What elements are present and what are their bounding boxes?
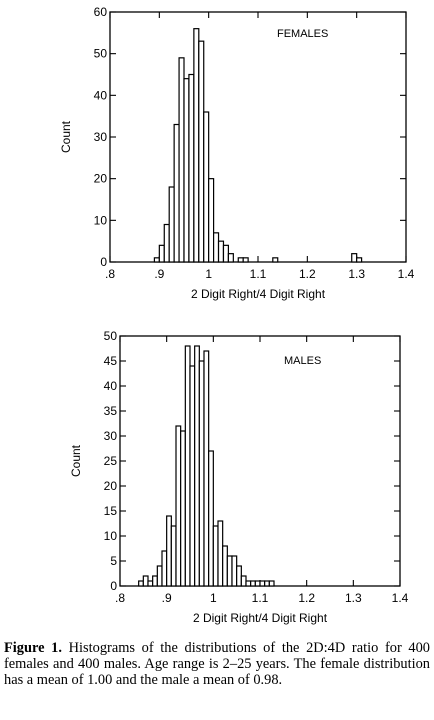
- chart-1-bar: [264, 580, 270, 587]
- chart-1-bar: [184, 345, 191, 587]
- chart-1-bar: [147, 580, 154, 587]
- chart-0-bar: [217, 240, 225, 263]
- chart-1-bar: [142, 575, 149, 587]
- caption-label: Figure 1.: [4, 640, 62, 656]
- chart-0-ytick-label: 10: [94, 213, 108, 227]
- chart-1-ytick-label: 25: [104, 454, 118, 468]
- chart-1-xtick-label: .8: [115, 591, 125, 605]
- chart-1-ytick-label: 45: [104, 354, 118, 368]
- chart-0-xtick-label: 1.1: [250, 267, 267, 281]
- chart-1-bar: [254, 580, 261, 587]
- figure-caption: Figure 1. Histograms of the distribution…: [4, 640, 430, 688]
- chart-0-xtick-label: 1.2: [299, 267, 316, 281]
- chart-1-bar: [166, 515, 172, 587]
- chart-0-bar: [272, 257, 279, 263]
- chart-0-bar: [208, 178, 215, 263]
- chart-1-bar: [268, 580, 275, 587]
- chart-1-bar: [217, 520, 224, 587]
- chart-0-bar: [227, 253, 234, 263]
- chart-0-x-axis-title: 2 Digit Right/4 Digit Right: [191, 287, 326, 301]
- chart-1-ytick-label: 5: [110, 554, 117, 568]
- females-histogram: 0 10 20 30 40 50 60 .8 .9 1 1.1 1.2 1.3 1.4 2 Digit Ri…: [59, 5, 415, 301]
- chart-1-bar: [240, 575, 247, 587]
- chart-0-bar: [351, 253, 358, 263]
- chart-1-bar: [170, 525, 177, 587]
- chart-1-bar: [212, 525, 219, 587]
- chart-0-ytick-label: 60: [94, 5, 108, 19]
- chart-0-ytick-label: 50: [94, 47, 108, 61]
- chart-1-bar: [180, 430, 186, 587]
- chart-1-x-axis-title: 2 Digit Right/4 Digit Right: [193, 611, 328, 625]
- chart-1-bar: [194, 345, 200, 587]
- chart-0-bar: [213, 232, 220, 263]
- chart-1-bar: [152, 575, 158, 587]
- chart-0-bar: [242, 257, 249, 263]
- chart-1-bar: [226, 555, 233, 587]
- chart-1-ytick-label: 20: [104, 479, 118, 493]
- chart-1-bar: [222, 545, 228, 587]
- chart-1-ytick-label: 15: [104, 504, 118, 518]
- chart-1-bar: [138, 580, 144, 587]
- chart-1-xtick-label: 1.2: [298, 591, 315, 605]
- chart-0-ytick-label: 0: [100, 255, 107, 269]
- chart-0-bar: [188, 73, 195, 263]
- chart-0-bar: [163, 223, 170, 263]
- chart-1-ytick-label: 30: [104, 429, 118, 443]
- chart-0-xtick-label: .9: [154, 267, 164, 281]
- chart-1-bar: [156, 565, 163, 587]
- chart-1-y-axis-title: Count: [69, 444, 83, 477]
- chart-1-ytick-label: 10: [104, 529, 118, 543]
- chart-0-bar: [222, 244, 229, 263]
- chart-1-bar: [259, 580, 266, 587]
- chart-1-panel-label: MALES: [284, 355, 321, 367]
- caption-text: Histograms of the distributions of the 2…: [4, 640, 430, 688]
- chart-0-y-axis-title: Count: [59, 120, 73, 153]
- chart-0-bar: [183, 78, 190, 263]
- chart-0-ytick-label: 40: [94, 88, 108, 102]
- chart-1-bar: [189, 365, 196, 587]
- chart-0-bar: [173, 123, 180, 263]
- chart-0-bar: [153, 257, 160, 263]
- chart-0-panel-label: FEMALES: [277, 28, 328, 40]
- chart-1-frame: [119, 335, 401, 587]
- chart-0-xtick-label: .8: [105, 267, 115, 281]
- chart-0-bar: [178, 57, 185, 263]
- chart-1-xtick-label: 1: [210, 591, 217, 605]
- chart-1-bar: [245, 580, 252, 587]
- chart-0-bar: [356, 257, 363, 263]
- chart-0-bar: [193, 28, 200, 263]
- chart-1-bar: [175, 425, 182, 587]
- chart-1-bar: [231, 555, 238, 587]
- chart-1-bar: [250, 580, 256, 587]
- chart-0-xtick-label: 1.3: [348, 267, 365, 281]
- chart-0-bar: [203, 111, 210, 263]
- chart-1-xtick-label: 1.4: [392, 591, 409, 605]
- chart-0-xtick-label: 1: [205, 267, 212, 281]
- chart-1-bar: [236, 565, 242, 587]
- chart-1-bar: [208, 450, 214, 587]
- males-histogram: 0 5 10 15 20 25 30 35 40 45 50 .8 .9 1 1.1 1.2 1.3 1.4 2 D…: [69, 329, 409, 625]
- chart-0-bar: [168, 186, 175, 263]
- chart-1-ytick-label: 35: [104, 404, 118, 418]
- chart-0-frame: [109, 11, 407, 263]
- chart-0-ytick-label: 20: [94, 172, 108, 186]
- chart-0-bar: [198, 40, 205, 263]
- chart-1-xtick-label: 1.1: [252, 591, 269, 605]
- chart-1-xtick-label: 1.3: [345, 591, 362, 605]
- chart-1-ytick-label: 50: [104, 329, 118, 343]
- chart-1-ytick-label: 40: [104, 379, 118, 393]
- chart-0-ytick-label: 30: [94, 130, 108, 144]
- chart-1-bar: [198, 360, 205, 587]
- chart-0-bar: [237, 257, 244, 263]
- chart-1-bar: [161, 550, 168, 587]
- chart-0-xtick-label: 1.4: [398, 267, 415, 281]
- chart-0-bar: [158, 244, 165, 263]
- chart-1-ytick-label: 0: [110, 579, 117, 593]
- chart-1-bar: [203, 350, 210, 587]
- chart-1-xtick-label: .9: [162, 591, 172, 605]
